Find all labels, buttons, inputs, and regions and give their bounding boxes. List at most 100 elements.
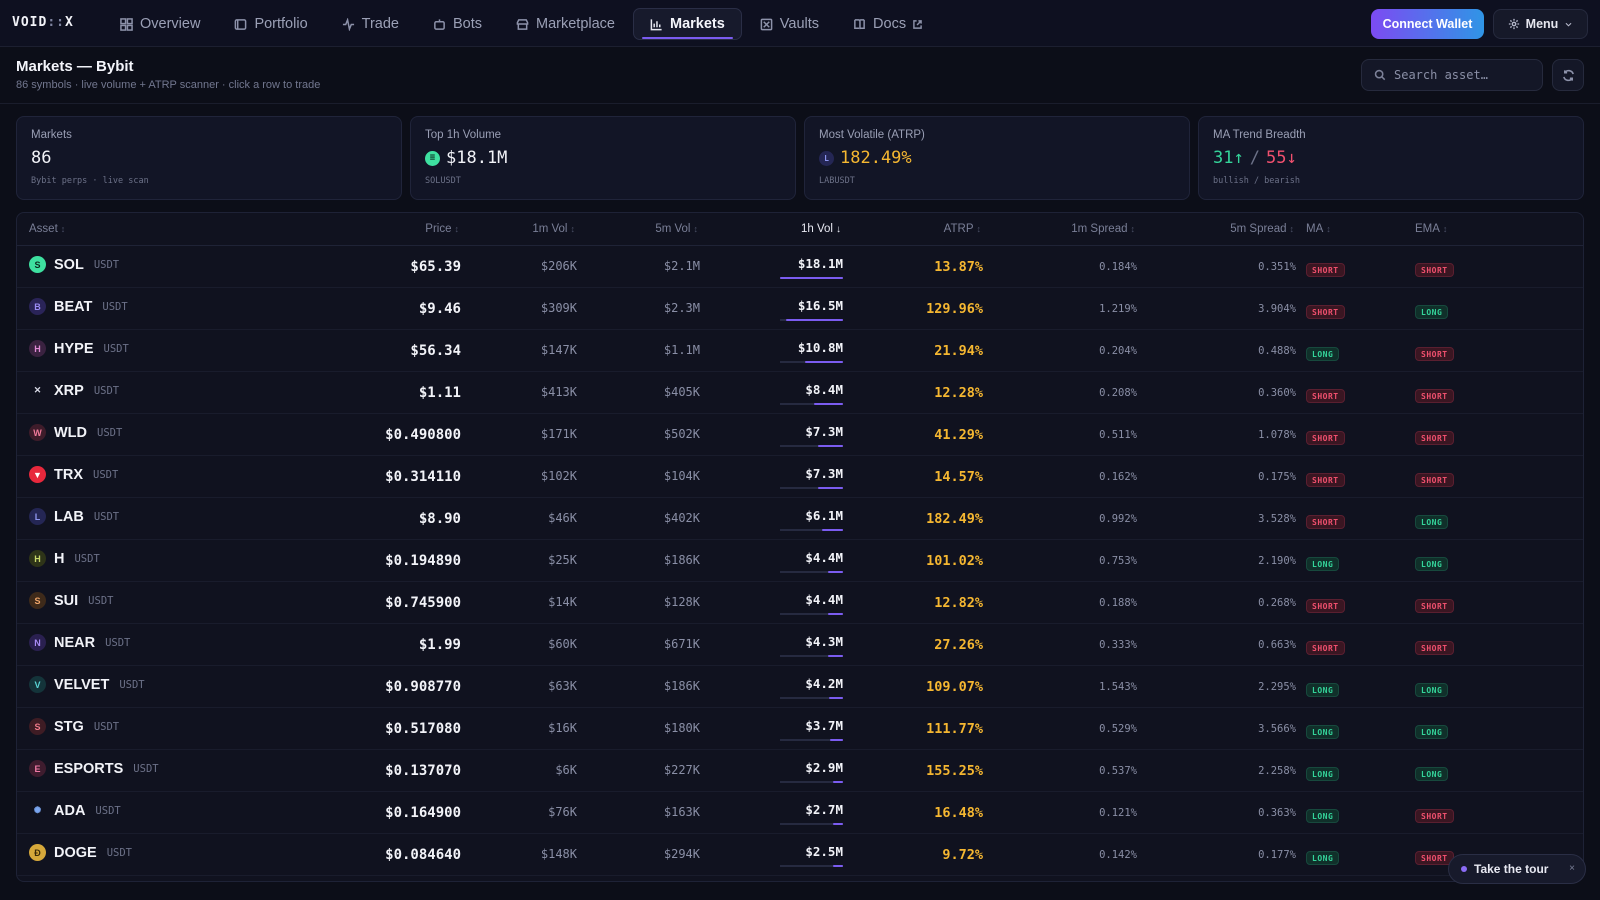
ma-badge: LONG bbox=[1306, 725, 1340, 739]
vol-1m-cell: $171K bbox=[540, 427, 577, 441]
vol-1h-cell: $3.7M bbox=[780, 717, 843, 741]
spread-5m-cell: 0.177% bbox=[1258, 849, 1296, 861]
connect-wallet-button[interactable]: Connect Wallet bbox=[1371, 9, 1484, 39]
tab-overview[interactable]: Overview bbox=[104, 8, 216, 40]
asset-symbol: XRP bbox=[54, 382, 84, 399]
table-row[interactable]: W WLD USDT $0.490800 $171K $502K $7.3M 41.29% 0.… bbox=[17, 414, 1583, 456]
spread-1m-cell: 0.184% bbox=[1099, 261, 1137, 273]
column-label: 5m Vol bbox=[655, 223, 691, 235]
vol-1m-cell: $76K bbox=[548, 805, 577, 819]
table-row[interactable]: S STG USDT $0.517080 $16K $180K $3.7M 111.77% 0.… bbox=[17, 708, 1583, 750]
column-header-atrp[interactable]: ATRP ↕ bbox=[944, 223, 981, 235]
table-row[interactable]: H HYPE USDT $56.34 $147K $1.1M $10.8M 21.94% 0.2… bbox=[17, 330, 1583, 372]
ema-badge: SHORT bbox=[1415, 851, 1454, 865]
tab-portfolio[interactable]: Portfolio bbox=[218, 8, 323, 40]
asset-quote: USDT bbox=[93, 468, 119, 481]
column-header-5m-vol[interactable]: 5m Vol ↕ bbox=[655, 223, 698, 235]
atrp-cell: 101.02% bbox=[926, 553, 983, 569]
column-header-ema[interactable]: EMA ↕ bbox=[1415, 223, 1447, 235]
vol-5m-cell: $402K bbox=[663, 511, 700, 525]
search-input[interactable] bbox=[1394, 68, 1534, 82]
coin-icon: B bbox=[29, 298, 46, 315]
tab-trade[interactable]: Trade bbox=[326, 8, 415, 40]
vol-1h-track bbox=[780, 655, 843, 657]
menu-label: Menu bbox=[1525, 17, 1559, 31]
table-row[interactable]: H H USDT $0.194890 $25K $186K $4.4M 101.02% 0.75… bbox=[17, 540, 1583, 582]
table-row[interactable]: Ð DOGE USDT $0.084640 $148K $294K $2.5M 9.72% 0.… bbox=[17, 834, 1583, 876]
price-cell: $0.084640 bbox=[385, 847, 461, 863]
vol-5m-cell: $128K bbox=[663, 595, 700, 609]
breadth-separator: / bbox=[1249, 148, 1260, 168]
column-header-ma[interactable]: MA ↕ bbox=[1306, 223, 1331, 235]
vol-1h-bar bbox=[814, 403, 843, 405]
logo[interactable]: VOID::X bbox=[12, 15, 74, 30]
table-row[interactable]: ▼ TRX USDT $0.314110 $102K $104K $7.3M 14.57% 0.… bbox=[17, 456, 1583, 498]
vol-1h-cell: $7.3M bbox=[780, 465, 843, 489]
ema-badge: LONG bbox=[1415, 725, 1449, 739]
atrp-cell: 182.49% bbox=[926, 511, 983, 527]
vol-1h-value: $4.3M bbox=[805, 634, 843, 649]
search-box[interactable] bbox=[1361, 59, 1543, 91]
asset-symbol: SOL bbox=[54, 256, 84, 273]
take-tour-button[interactable]: Take the tour × bbox=[1448, 854, 1586, 884]
price-cell: $0.164900 bbox=[385, 805, 461, 821]
asset-symbol: TRX bbox=[54, 466, 83, 483]
vol-1h-track bbox=[780, 865, 843, 867]
spread-1m-cell: 0.188% bbox=[1099, 597, 1137, 609]
column-label: 5m Spread bbox=[1230, 223, 1287, 235]
asset-quote: USDT bbox=[103, 342, 129, 355]
sort-icon: ↕ bbox=[60, 224, 66, 234]
table-row[interactable]: S SOL USDT $65.39 $206K $2.1M $18.1M 13.87% 0.18… bbox=[17, 246, 1583, 288]
tab-label: Marketplace bbox=[536, 16, 615, 32]
atrp-cell: 12.28% bbox=[934, 385, 983, 401]
table-row[interactable]: B BEAT USDT $9.46 $309K $2.3M $16.5M 129.96% 1.2… bbox=[17, 288, 1583, 330]
tab-markets[interactable]: Markets bbox=[632, 8, 742, 40]
tab-marketplace[interactable]: Marketplace bbox=[500, 8, 631, 40]
vol-1h-value: $7.3M bbox=[805, 466, 843, 481]
table-row[interactable]: ✺ ADA USDT $0.164900 $76K $163K $2.7M 16.48% 0.1… bbox=[17, 792, 1583, 834]
vol-1h-bar bbox=[786, 319, 843, 321]
vol-1h-cell: $4.2M bbox=[780, 675, 843, 699]
tour-label: Take the tour bbox=[1474, 862, 1549, 876]
column-header-1m-spread[interactable]: 1m Spread ↕ bbox=[1071, 223, 1135, 235]
card-value-row: L 182.49% bbox=[819, 148, 1175, 168]
column-header-5m-spread[interactable]: 5m Spread ↕ bbox=[1230, 223, 1294, 235]
vol-1m-cell: $60K bbox=[548, 637, 577, 651]
vol-1h-value: $2.7M bbox=[805, 802, 843, 817]
vol-1h-value: $10.8M bbox=[797, 340, 843, 355]
asset-cell: E ESPORTS USDT bbox=[29, 760, 159, 777]
refresh-button[interactable] bbox=[1552, 59, 1584, 91]
table-row[interactable]: E ESPORTS USDT $0.137070 $6K $227K $2.9M 155.25… bbox=[17, 750, 1583, 792]
column-header-1h-vol[interactable]: 1h Vol ↓ bbox=[801, 223, 841, 235]
price-cell: $0.137070 bbox=[385, 763, 461, 779]
vol-1h-bar bbox=[828, 655, 843, 657]
table-row[interactable]: N NEAR USDT $1.99 $60K $671K $4.3M 27.26% 0.333%… bbox=[17, 624, 1583, 666]
external-link-icon bbox=[913, 19, 922, 29]
tab-vaults[interactable]: Vaults bbox=[744, 8, 835, 40]
ema-badge: LONG bbox=[1415, 683, 1449, 697]
price-cell: $1.99 bbox=[418, 637, 461, 653]
table-row[interactable]: L LAB USDT $8.90 $46K $402K $6.1M 182.49% 0.992%… bbox=[17, 498, 1583, 540]
spread-1m-cell: 0.753% bbox=[1099, 555, 1137, 567]
card-note: LABUSDT bbox=[819, 176, 855, 186]
card-note: bullish / bearish bbox=[1213, 176, 1300, 186]
table-row[interactable]: ✕ XRP USDT $1.11 $413K $405K $8.4M 12.28% 0.208%… bbox=[17, 372, 1583, 414]
column-header-asset[interactable]: Asset ↕ bbox=[29, 223, 65, 235]
atrp-cell: 16.48% bbox=[934, 805, 983, 821]
column-header-price[interactable]: Price ↕ bbox=[425, 223, 459, 235]
coin-icon: H bbox=[29, 550, 46, 567]
tab-docs[interactable]: Docs bbox=[837, 8, 938, 40]
vol-1h-cell: $6.1M bbox=[780, 507, 843, 531]
tab-bots[interactable]: Bots bbox=[417, 8, 498, 40]
page-header: Markets — Bybit 86 symbols · live volume… bbox=[0, 48, 1600, 104]
vol-1h-value: $2.5M bbox=[805, 844, 843, 859]
asset-cell: N NEAR USDT bbox=[29, 634, 130, 651]
vol-5m-cell: $163K bbox=[663, 805, 700, 819]
column-label: Price bbox=[425, 223, 452, 235]
close-icon[interactable]: × bbox=[1569, 863, 1575, 874]
table-row[interactable]: V VELVET USDT $0.908770 $63K $186K $4.2M 109.07… bbox=[17, 666, 1583, 708]
coin-icon: Ð bbox=[29, 844, 46, 861]
menu-button[interactable]: Menu bbox=[1493, 9, 1588, 39]
column-header-1m-vol[interactable]: 1m Vol ↕ bbox=[532, 223, 575, 235]
table-row[interactable]: S SUI USDT $0.745900 $14K $128K $4.4M 12.82% 0.1… bbox=[17, 582, 1583, 624]
